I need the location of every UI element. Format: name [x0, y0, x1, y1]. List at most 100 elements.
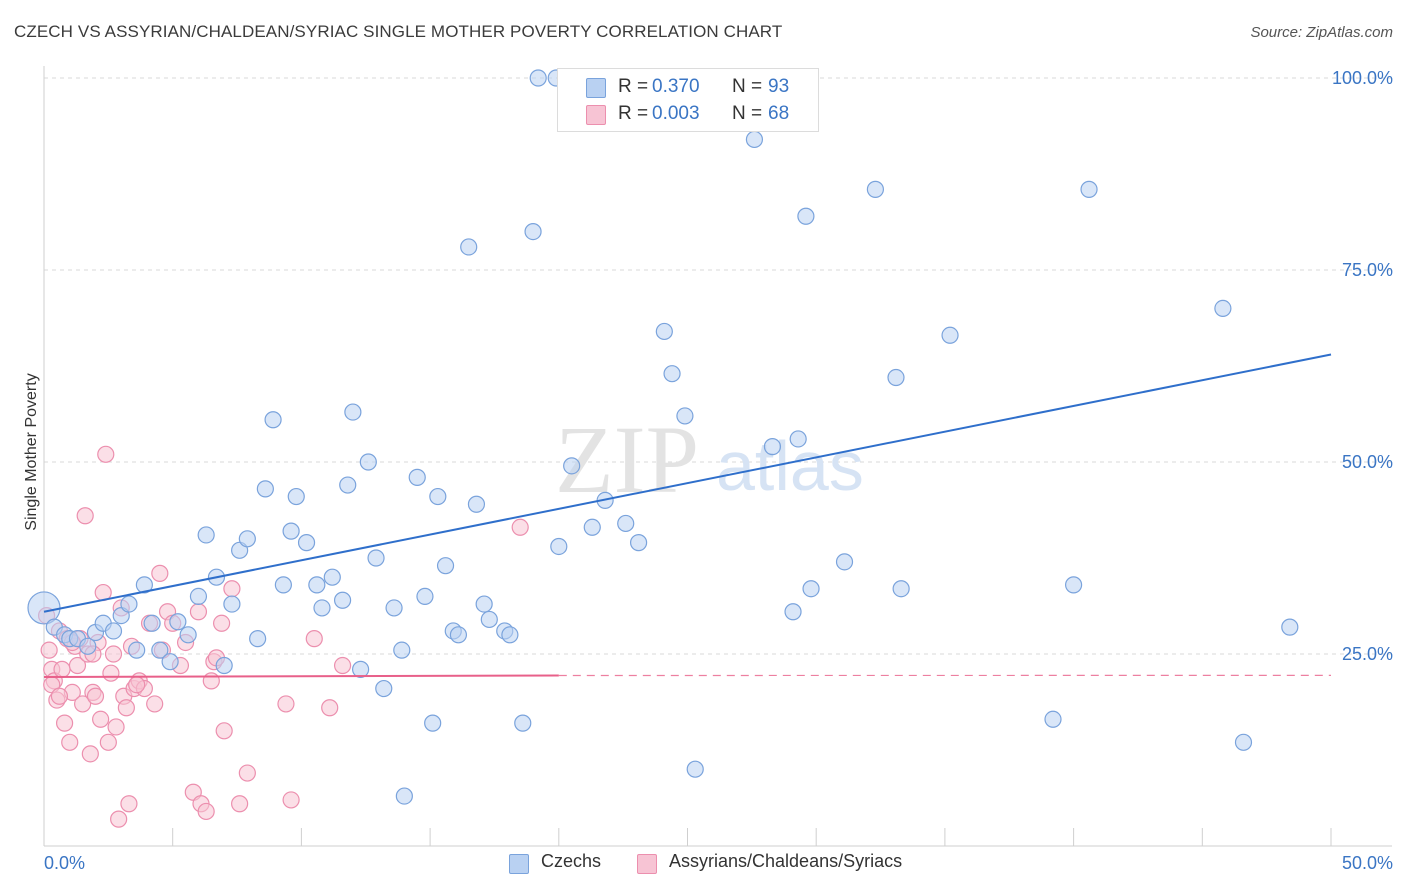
y-tick-label: 100.0%	[1332, 68, 1393, 88]
czech-point	[323, 568, 341, 586]
assyrian-point	[76, 507, 94, 525]
czech-trend-line	[43, 353, 1332, 613]
czech-point	[745, 130, 764, 149]
czech-point	[763, 438, 782, 456]
source-label: Source: ZipAtlas.com	[1250, 24, 1393, 41]
czech-point	[835, 553, 854, 571]
czech-point	[1044, 710, 1062, 728]
czech-point	[524, 223, 542, 241]
assyrian-point	[146, 695, 164, 713]
legend-r-label: R =	[618, 76, 649, 97]
assyrian-point	[117, 699, 135, 717]
czech-point	[1064, 576, 1083, 594]
x-tick-label: 0.0%	[44, 853, 85, 873]
czech-point	[161, 653, 179, 671]
czech-point	[256, 480, 274, 498]
czech-point	[663, 365, 681, 383]
czech-point	[676, 407, 694, 425]
czech-point	[287, 487, 305, 506]
czech-point	[215, 656, 233, 675]
assyrian-point	[81, 745, 99, 763]
assyrian-point	[99, 733, 117, 751]
assyrian-point	[55, 714, 74, 732]
czech-point	[274, 576, 292, 594]
assyrian-point	[333, 656, 352, 675]
assyrian-point	[321, 699, 339, 717]
czech-point	[197, 526, 215, 544]
czech-point	[223, 595, 241, 613]
assyrian-point	[50, 687, 69, 705]
assyrian-point	[197, 802, 215, 821]
y-axis-label: Single Mother Poverty	[23, 373, 40, 531]
chart-title: CZECH VS ASSYRIAN/CHALDEAN/SYRIAC SINGLE…	[14, 22, 783, 41]
czech-point	[416, 587, 434, 606]
czech-point	[169, 613, 187, 631]
czech-point	[135, 576, 153, 594]
czech-point	[784, 603, 802, 621]
trend-lines	[43, 353, 1332, 679]
assyrian-point	[53, 660, 71, 678]
legend-r-value: 0.370	[652, 76, 700, 97]
assyrian-point	[74, 695, 92, 713]
assyrian-point	[68, 656, 87, 675]
legend-n-value: 93	[768, 76, 790, 97]
czech-point	[583, 518, 601, 536]
assyrian-point	[277, 695, 295, 713]
czech-point	[1234, 733, 1253, 751]
bottom-legend-label-assyrians: Assyrians/Chaldeans/Syriacs	[669, 851, 903, 871]
czech-point	[802, 580, 820, 598]
y-tick-label: 25.0%	[1342, 644, 1393, 664]
legend-swatch-assyrians	[586, 105, 606, 125]
axes	[43, 66, 1392, 847]
czech-point	[385, 599, 403, 617]
assyrian-point	[223, 580, 241, 598]
assyrian-point	[202, 672, 220, 690]
assyrian-point	[104, 645, 123, 663]
assyrian-point	[61, 733, 79, 751]
assyrian-point	[238, 764, 256, 782]
czech-point	[887, 368, 905, 387]
czech-point	[617, 514, 635, 533]
czech-point	[367, 549, 385, 567]
czech-point	[1281, 618, 1299, 636]
czech-point	[344, 403, 362, 421]
assyrian-point	[97, 445, 115, 463]
czech-point	[941, 326, 959, 344]
czech-point	[563, 457, 581, 475]
x-tick-label: 50.0%	[1342, 853, 1393, 873]
bottom-legend-label-czechs: Czechs	[541, 851, 602, 871]
assyrian-point	[92, 710, 110, 728]
czech-point	[436, 557, 455, 575]
czech-point	[480, 610, 498, 629]
czech-point	[449, 626, 468, 644]
bottom-legend-swatch-czechs	[509, 854, 529, 874]
czech-point	[408, 468, 426, 486]
bottom-legend-swatch-assyrians	[637, 854, 657, 874]
assyrian-trend-line	[43, 674, 559, 679]
assyrian-point	[107, 718, 125, 736]
czech-point	[249, 630, 267, 648]
czech-point	[359, 453, 377, 471]
assyrian-point	[231, 795, 249, 813]
czech-point	[686, 760, 704, 778]
czech-point	[333, 591, 352, 609]
grid-lines	[44, 77, 1392, 655]
czech-point	[892, 580, 910, 598]
legend-swatch-czechs	[586, 78, 606, 98]
czech-point	[629, 534, 648, 552]
czech-point	[120, 595, 138, 613]
czech-point	[429, 487, 447, 506]
czech-point	[313, 599, 331, 617]
czech-point	[395, 787, 413, 805]
czech-point	[529, 69, 547, 87]
czech-point	[151, 641, 169, 659]
y-tick-label: 50.0%	[1342, 452, 1393, 472]
czech-point	[1214, 299, 1232, 317]
czech-point	[797, 207, 815, 225]
czech-point	[550, 537, 568, 556]
assyrian-point	[305, 630, 323, 648]
legend-n-label: N =	[732, 103, 763, 124]
legend-r-label: R =	[618, 103, 649, 124]
czech-point	[467, 495, 486, 513]
czech-point	[189, 587, 208, 606]
